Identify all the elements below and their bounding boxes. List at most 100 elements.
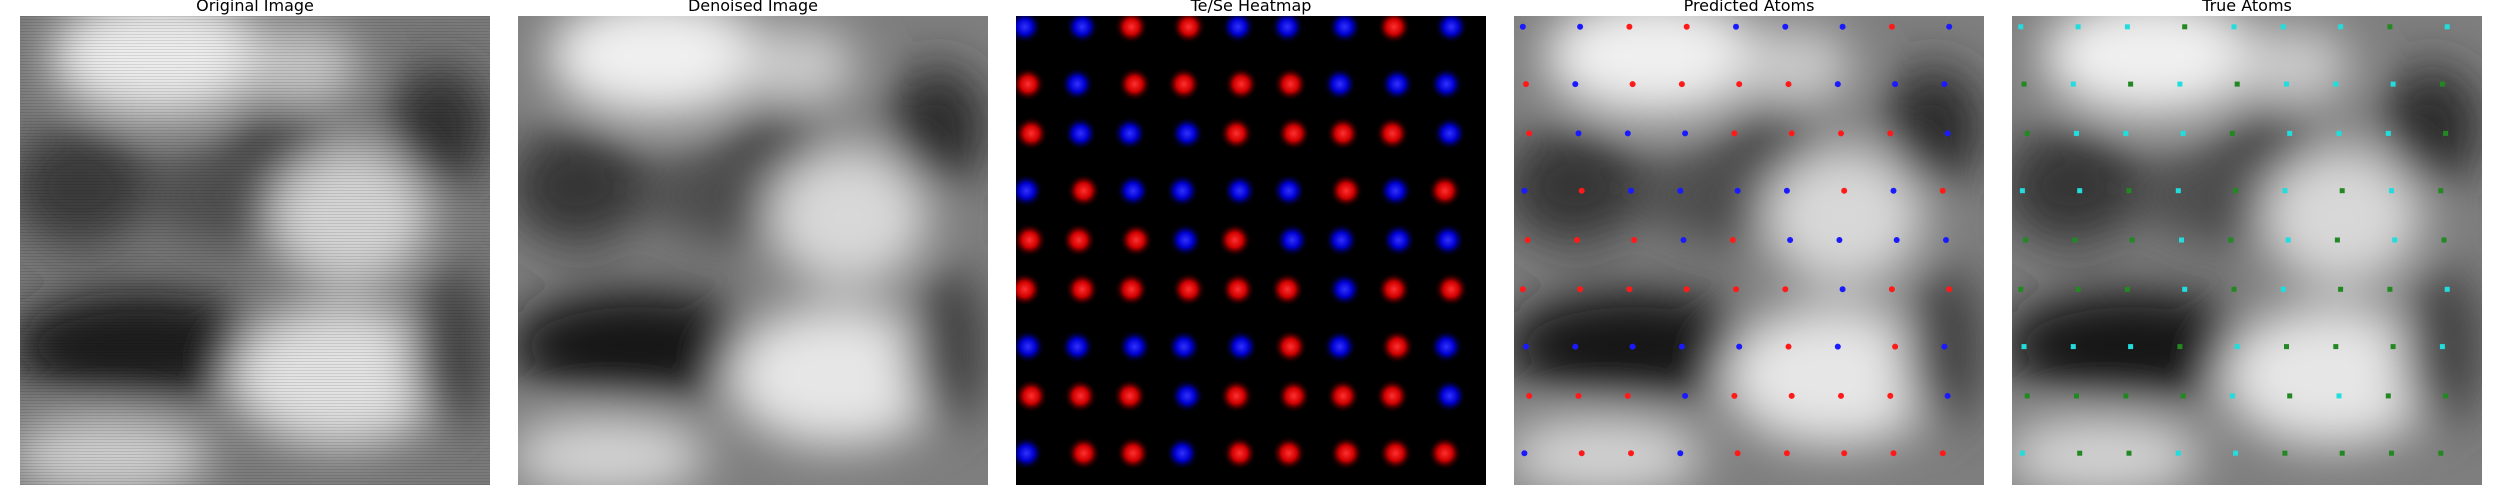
predicted-atom-marker: [1731, 130, 1738, 137]
true-atom-marker: [2126, 188, 2132, 194]
predicted-atom-marker: [1946, 286, 1953, 293]
predicted-atom-marker: [1783, 187, 1790, 194]
true-atom-marker: [2018, 24, 2024, 30]
panel-title-0: Original Image: [196, 0, 314, 15]
true-atom-marker: [2021, 81, 2027, 87]
true-atom-marker: [2444, 24, 2450, 30]
predicted-atom-marker: [1734, 450, 1741, 457]
true-atom-marker: [2023, 237, 2029, 243]
predicted-atom-marker: [1888, 286, 1895, 293]
heatmap-blob: [1165, 436, 1200, 471]
predicted-atom-marker: [1626, 23, 1633, 30]
predicted-atom-marker: [1629, 81, 1636, 88]
true-atom-marker: [2182, 286, 2188, 292]
true-atoms-panel: [2012, 16, 2482, 485]
predicted-atom-marker: [1733, 286, 1739, 293]
heatmap-panel: [1016, 16, 1486, 485]
true-atom-marker: [2390, 344, 2396, 350]
heatmap-blob: [1166, 67, 1201, 102]
heatmap-blob: [1170, 378, 1205, 413]
predicted-atom-marker: [1628, 187, 1634, 194]
true-atom-marker: [2177, 344, 2183, 350]
true-atom-marker: [2072, 237, 2078, 243]
heatmap-blob: [1270, 16, 1305, 44]
predicted-atom-marker: [1887, 392, 1894, 399]
heatmap-blob: [1219, 116, 1254, 151]
heatmap-blob: [1224, 67, 1259, 102]
heatmap-blob: [1063, 116, 1098, 151]
predicted-atom-marker: [1524, 237, 1531, 243]
predicted-atom-marker: [1839, 286, 1846, 293]
heatmap-blob: [1375, 378, 1410, 413]
predicted-atom-marker: [1888, 23, 1895, 30]
predicted-atom-marker: [1523, 81, 1529, 88]
heatmap-blob: [1116, 436, 1150, 471]
heatmap-blob: [1429, 329, 1464, 364]
true-atom-marker: [2128, 344, 2134, 350]
predicted-atom-marker: [1783, 450, 1790, 457]
true-atom-marker: [2441, 237, 2447, 243]
heatmap-blob: [1434, 272, 1469, 307]
predicted-atom-marker: [1785, 343, 1792, 350]
predicted-atom-marker: [1734, 187, 1741, 194]
true-atom-marker: [2126, 450, 2132, 456]
predicted-atom-marker: [1941, 81, 1948, 88]
true-atom-marker: [2282, 188, 2288, 194]
true-atom-marker: [2182, 24, 2188, 30]
predicted-atom-marker: [1838, 130, 1844, 137]
panel-title-3: Predicted Atoms: [1683, 0, 1815, 15]
true-atom-marker: [2284, 344, 2289, 350]
true-atom-marker: [2338, 286, 2344, 292]
predicted-atom-marker: [1892, 343, 1899, 350]
predicted-atom-marker: [1573, 237, 1580, 243]
heatmap-blob: [1165, 173, 1200, 208]
true-atom-marker: [2129, 237, 2135, 243]
predicted-atom-marker: [1839, 23, 1846, 30]
heatmap-blob: [1119, 223, 1154, 257]
predicted-atom-marker: [1526, 392, 1533, 399]
predicted-atom-marker: [1890, 187, 1897, 194]
true-atom-marker: [2444, 286, 2450, 292]
true-atom-marker: [2234, 81, 2240, 87]
predicted-atom-marker: [1893, 237, 1900, 243]
predicted-atom-marker: [1626, 286, 1633, 293]
true-atom-marker: [2229, 130, 2235, 136]
heatmap-blob: [1112, 378, 1147, 413]
predicted-atom-marker: [1834, 81, 1841, 88]
predicted-atom-marker: [1836, 237, 1843, 243]
true-atom-marker: [2233, 188, 2239, 194]
true-atoms-image: [2012, 16, 2482, 485]
predicted-atom-marker: [1683, 23, 1690, 30]
predicted-atom-marker: [1572, 81, 1579, 88]
true-atom-marker: [2438, 188, 2444, 194]
predicted-atom-marker: [1629, 343, 1636, 350]
true-atom-marker: [2024, 393, 2030, 399]
true-atom-marker: [2389, 450, 2394, 456]
heatmap-blob: [1219, 378, 1254, 413]
heatmap-blob: [1276, 378, 1311, 413]
heatmap-blob: [1217, 223, 1252, 257]
true-atom-marker: [2233, 450, 2239, 456]
true-atom-marker: [2439, 81, 2445, 87]
predicted-atom-marker: [1787, 237, 1794, 243]
predicted-atom-marker: [1841, 450, 1848, 457]
predicted-atom-marker: [1678, 343, 1685, 350]
heatmap-blob: [1427, 436, 1462, 471]
heatmap-blob: [1016, 116, 1049, 151]
true-atom-marker: [2070, 81, 2076, 87]
predicted-atom-marker: [1519, 286, 1526, 293]
heatmap-blob: [1016, 436, 1044, 471]
heatmap-blob: [1063, 378, 1098, 413]
true-atom-marker: [2179, 237, 2184, 243]
heatmap-blob: [1117, 67, 1152, 102]
predicted-atom-marker: [1523, 343, 1529, 350]
true-atom-marker: [2074, 130, 2079, 136]
true-atom-marker: [2438, 450, 2444, 456]
true-atom-marker: [2385, 393, 2391, 399]
true-atom-marker: [2070, 344, 2076, 350]
true-atom-marker: [2124, 286, 2130, 292]
heatmap-blob: [1066, 436, 1101, 471]
heatmap-blob: [1116, 173, 1150, 208]
true-atom-marker: [2077, 188, 2083, 194]
heatmap-blob: [1065, 16, 1100, 44]
